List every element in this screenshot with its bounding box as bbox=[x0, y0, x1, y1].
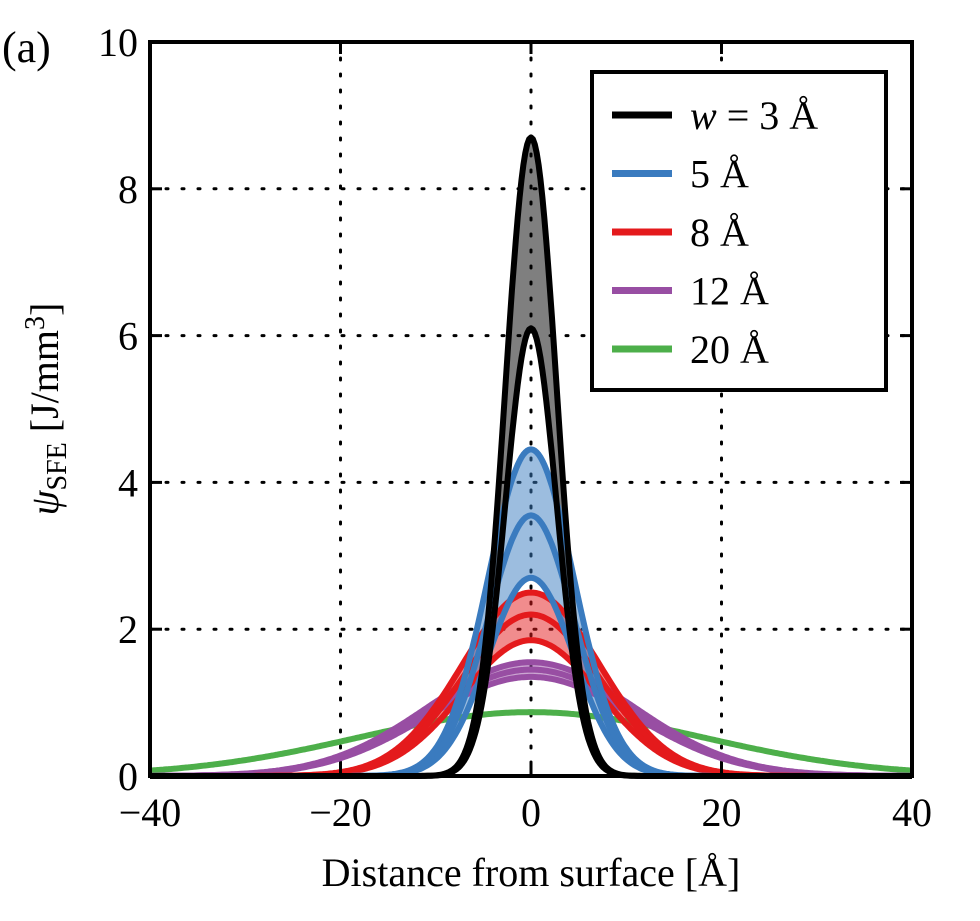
y-tick-label-0: 0 bbox=[118, 754, 138, 799]
axis-ticks bbox=[148, 40, 914, 778]
legend-label-1: 5 Å bbox=[690, 152, 749, 197]
y-tick-label-5: 10 bbox=[98, 20, 138, 65]
y-tick-label-4: 8 bbox=[118, 167, 138, 212]
legend-label-4: 20 Å bbox=[690, 327, 769, 372]
y-axis-label-unit: [J/mm bbox=[22, 330, 67, 442]
legend-entries: w = 3 Å 5 Å 8 Å 12 Å 20 Å bbox=[612, 93, 818, 372]
panel-label: (a) bbox=[2, 23, 51, 72]
y-axis-label-symbol: ψ bbox=[22, 489, 67, 515]
y-axis-label-subscript: SFE bbox=[42, 442, 73, 490]
legend-label-rest-0: = 3 Å bbox=[717, 93, 819, 138]
x-tick-label-0: −40 bbox=[119, 790, 182, 835]
y-axis-label-close: ] bbox=[22, 303, 67, 316]
x-tick-label-1: −20 bbox=[309, 790, 372, 835]
series-band-2 bbox=[150, 592, 912, 776]
legend-label-0: w = 3 Å bbox=[690, 93, 818, 138]
y-tick-label-1: 2 bbox=[118, 607, 138, 652]
x-tick-label-2: 0 bbox=[521, 790, 541, 835]
legend-label-2: 8 Å bbox=[690, 210, 749, 255]
legend-label-var-0: w bbox=[690, 93, 717, 138]
x-axis-label: Distance from surface [Å] bbox=[322, 850, 741, 895]
series-line-4-0 bbox=[148, 709, 914, 774]
y-tick-label-3: 6 bbox=[118, 314, 138, 359]
grid bbox=[148, 40, 914, 778]
y-axis-label: ψSFE [J/mm3] bbox=[20, 303, 73, 516]
y-tick-label-2: 4 bbox=[118, 460, 138, 505]
series-band-0 bbox=[150, 137, 912, 776]
x-tick-label-4: 40 bbox=[892, 790, 932, 835]
x-tick-label-3: 20 bbox=[702, 790, 742, 835]
series-line-3-2 bbox=[148, 673, 914, 779]
y-tick-labels: 0 2 4 6 8 10 bbox=[98, 20, 138, 799]
legend: w = 3 Å 5 Å 8 Å 12 Å 20 Å bbox=[590, 70, 888, 392]
legend-label-3: 12 Å bbox=[690, 269, 769, 314]
x-tick-labels: −40 −20 0 20 40 bbox=[119, 790, 932, 835]
y-axis-label-superscript: 3 bbox=[20, 316, 51, 330]
